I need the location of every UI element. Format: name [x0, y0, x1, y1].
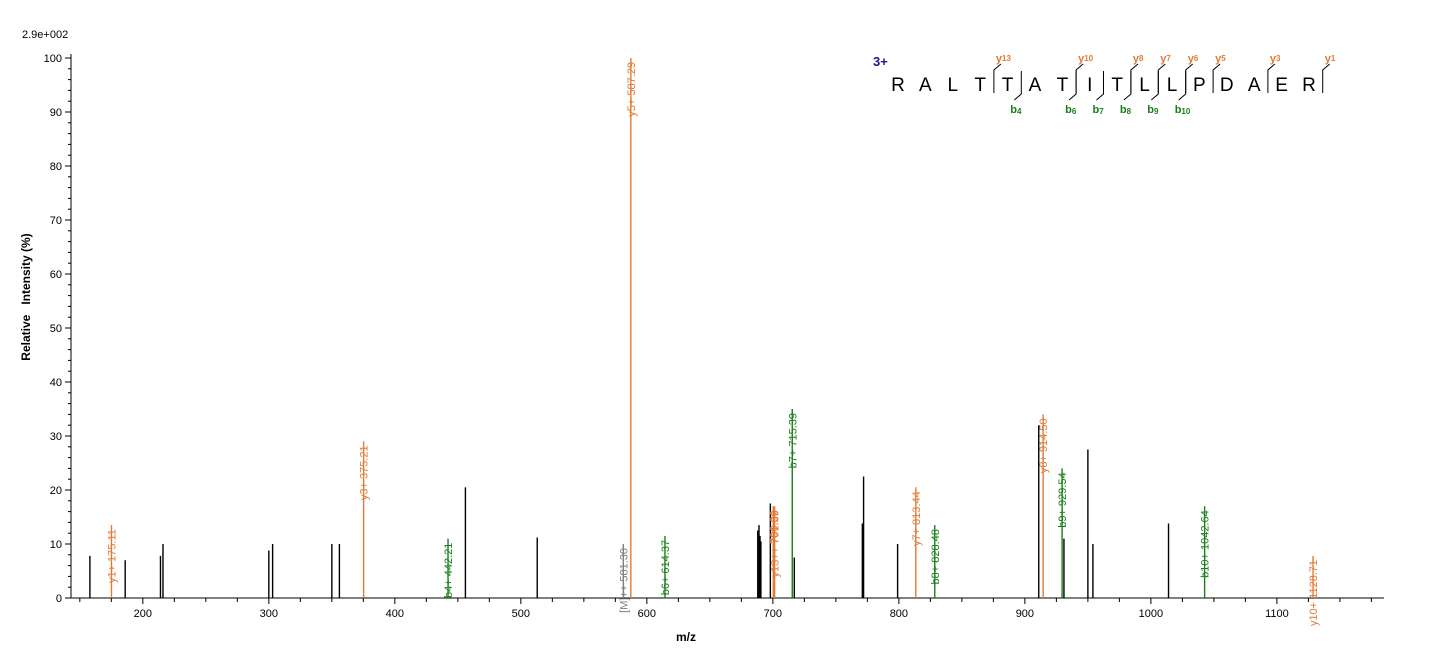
- y-ion-bracket: [1212, 63, 1221, 93]
- peak-label: y10+ 1128.71: [1308, 560, 1320, 626]
- sequence-residue: D: [1220, 75, 1234, 96]
- peak-label: y8+ 914.50: [1038, 418, 1050, 473]
- sequence-residue: P: [1193, 75, 1206, 96]
- y-ion-label: y5: [1215, 53, 1226, 65]
- y-ion-bracket: [993, 63, 1002, 93]
- x-tick-label: 500: [512, 608, 530, 620]
- y-ion-bracket: [1130, 63, 1139, 93]
- peak-label: b6+ 614.37: [660, 540, 672, 595]
- b-ion-label: b9: [1147, 104, 1159, 116]
- peak-labels: y1+ 175.11 y3+ 375.21 b4+ 442.21 [M]++ 581.…: [106, 62, 1320, 626]
- peak-label: [M]++ 581.30: [618, 548, 630, 613]
- peak-label: y3+ 375.21: [359, 445, 371, 500]
- y-ion-label: y1: [1325, 53, 1336, 65]
- sequence-residue: L: [1167, 75, 1178, 96]
- y-ion-label: y10: [1078, 53, 1094, 65]
- y-tick-label: 80: [50, 161, 62, 173]
- peaks: [89, 58, 1314, 598]
- sequence-residue: I: [1087, 75, 1092, 96]
- x-tick-label: 800: [890, 608, 908, 620]
- b-ion-bracket: [1096, 71, 1104, 101]
- peak-label: b4+ 442.21: [443, 543, 455, 598]
- y-ion-label: y3: [1270, 53, 1281, 65]
- b-ion-bracket: [1123, 71, 1132, 101]
- sequence-residue: R: [1302, 75, 1316, 96]
- b-ion-label: b7: [1093, 104, 1105, 116]
- y-ion-bracket: [1267, 63, 1276, 93]
- b-ion-label: b4: [1010, 104, 1022, 116]
- sequence-residue: T: [1111, 75, 1123, 96]
- x-tick-label: 200: [134, 608, 152, 620]
- peak-label: y5+ 587.29: [626, 62, 638, 117]
- b-ion-bracket: [1178, 71, 1187, 101]
- peak-label: y7+ 813.44: [911, 491, 923, 546]
- y-tick-label: 10: [50, 539, 62, 551]
- x-tick-label: 700: [764, 608, 782, 620]
- sequence-residue: A: [1248, 75, 1261, 96]
- charge-state: 3+: [873, 54, 888, 69]
- sequence-residue: E: [1275, 75, 1288, 96]
- sequence-residue: L: [1139, 75, 1150, 96]
- b-ion-bracket: [1068, 71, 1077, 101]
- b-ion-bracket: [1013, 71, 1022, 101]
- b-ion-label: b6: [1065, 104, 1077, 116]
- y-tick-label: 30: [50, 431, 62, 443]
- y-tick-label: 70: [50, 215, 62, 227]
- intensity-scale-label: 2.9e+002: [22, 29, 68, 41]
- x-axis: 200 300 400 500 600 700 800 900 1000 1100: [71, 597, 1384, 620]
- peak-label: b10+ 1042.64: [1200, 510, 1212, 578]
- peak-label: 700.36: [768, 510, 780, 544]
- x-axis-title: m/z: [676, 630, 696, 644]
- y-ion-bracket: [1322, 63, 1331, 93]
- sequence-residue: T: [1057, 75, 1069, 96]
- b-ion-label: b10: [1175, 104, 1191, 116]
- sequence-residue: T: [974, 75, 986, 96]
- peak-label: y1+ 175.11: [106, 529, 118, 583]
- y-ion-bracket: [1185, 63, 1194, 93]
- y-axis: 0 10 20 30 40 50 60 70 80 90 100: [44, 53, 72, 605]
- peak-label: y13++ 701.39: [770, 510, 782, 577]
- y-ion-bracket: [1157, 63, 1166, 93]
- y-axis-title: Relative Intensity (%): [19, 233, 33, 360]
- x-tick-label: 900: [1016, 608, 1034, 620]
- y-tick-label: 20: [50, 485, 62, 497]
- y-tick-label: 50: [50, 323, 62, 335]
- y-ion-bracket: [1075, 63, 1084, 93]
- y-tick-label: 90: [50, 107, 62, 119]
- y-tick-label: 0: [56, 593, 62, 605]
- y-ion-label: y6: [1188, 53, 1199, 65]
- y-tick-label: 40: [50, 377, 62, 389]
- x-tick-label: 400: [386, 608, 404, 620]
- sequence-residue: L: [948, 75, 959, 96]
- b-ion-label: b8: [1120, 104, 1132, 116]
- peak-label: b7+ 715.39: [787, 413, 799, 468]
- x-tick-label: 600: [638, 608, 656, 620]
- sequence-residue: R: [891, 75, 905, 96]
- y-ion-label: y7: [1160, 53, 1171, 65]
- sequence-residue: A: [919, 75, 932, 96]
- x-tick-label: 1100: [1265, 608, 1289, 620]
- sequence-residue: T: [1002, 75, 1014, 96]
- b-ion-bracket: [1150, 71, 1159, 101]
- y-tick-label: 100: [44, 53, 62, 65]
- peak-label: b8+ 828.48: [930, 529, 942, 584]
- peak-label: b9+ 929.54: [1057, 472, 1069, 527]
- sequence-residue: A: [1029, 75, 1042, 96]
- x-tick-label: 300: [260, 608, 278, 620]
- x-tick-label: 1000: [1139, 608, 1163, 620]
- y-ion-label: y8: [1133, 53, 1144, 65]
- y-ion-label: y13: [996, 53, 1012, 65]
- y-tick-label: 60: [50, 269, 62, 281]
